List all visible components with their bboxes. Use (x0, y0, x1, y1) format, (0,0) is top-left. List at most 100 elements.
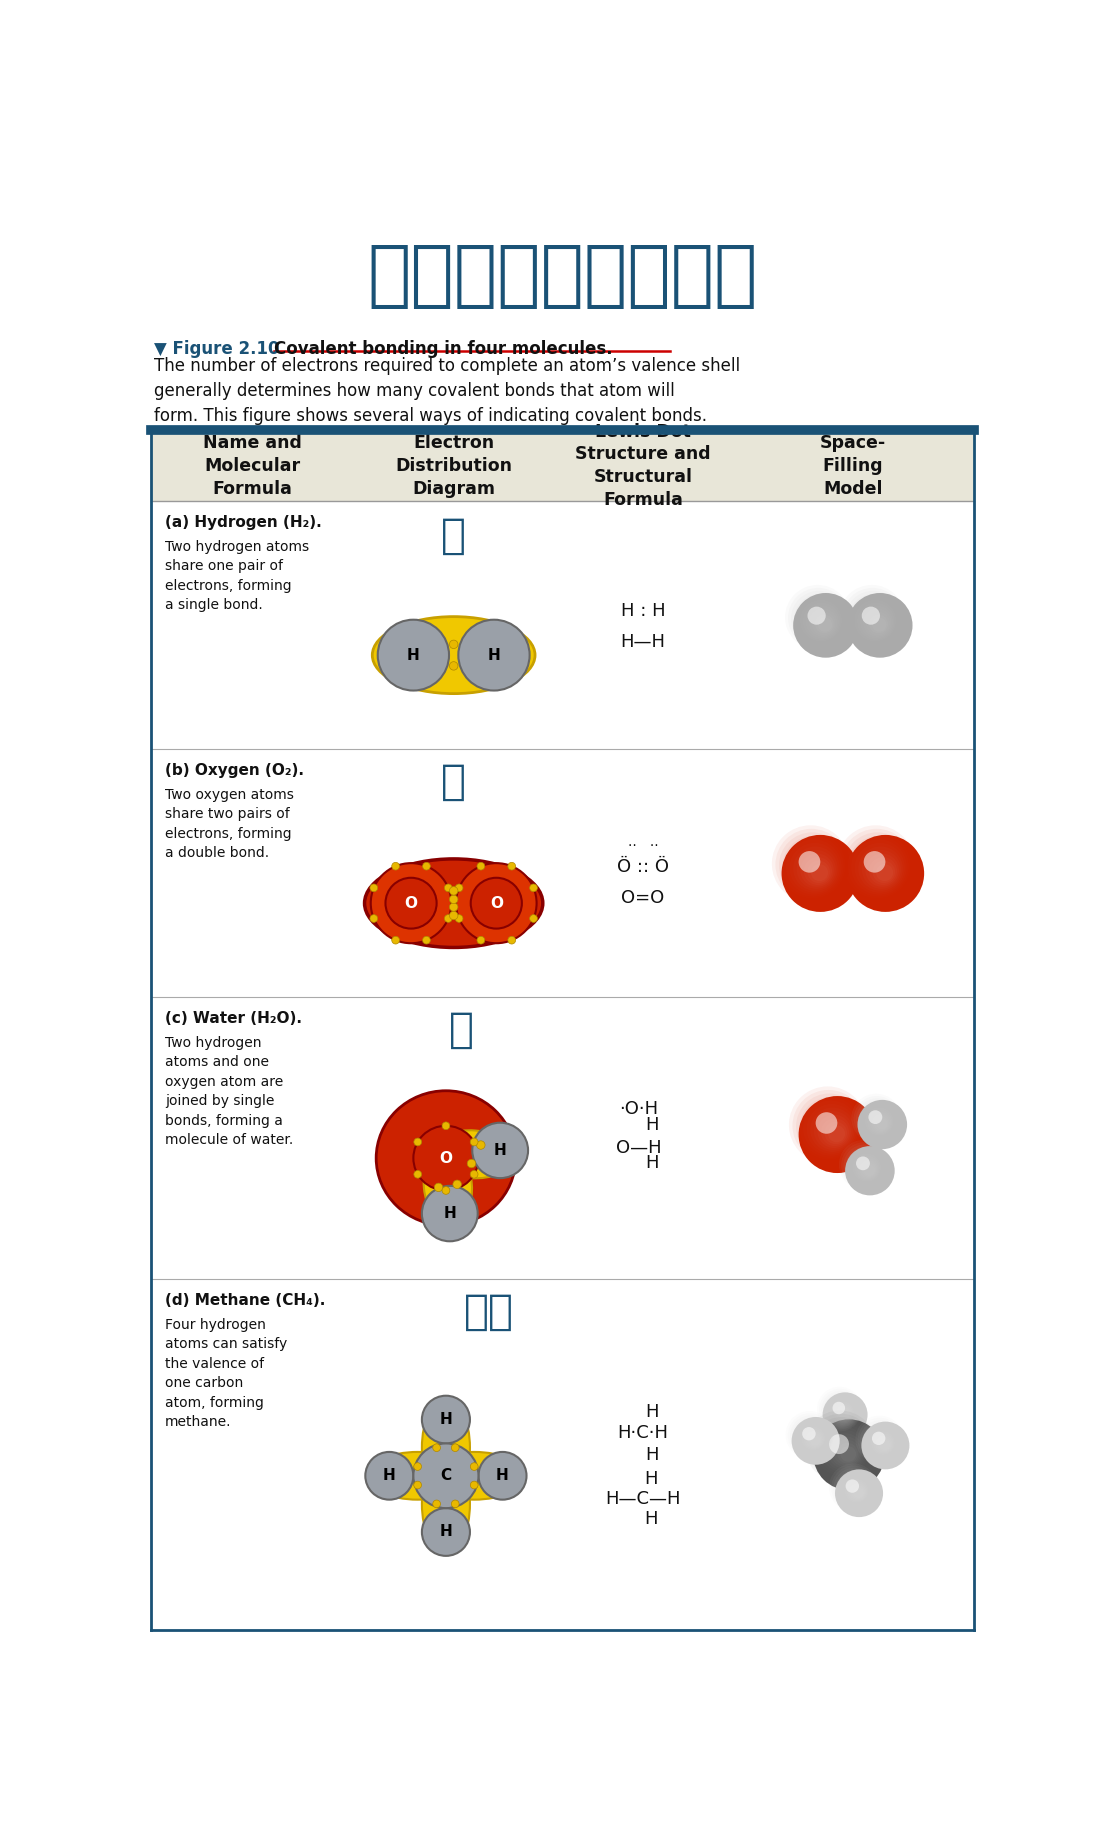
FancyBboxPatch shape (152, 431, 974, 501)
Circle shape (847, 834, 925, 912)
Ellipse shape (422, 1453, 470, 1555)
Circle shape (855, 1155, 879, 1181)
Circle shape (845, 1479, 859, 1492)
Circle shape (793, 593, 859, 658)
Circle shape (860, 1160, 877, 1179)
Ellipse shape (372, 617, 535, 694)
Text: 水: 水 (449, 1009, 474, 1052)
Circle shape (795, 1420, 829, 1453)
Circle shape (836, 1405, 852, 1422)
Circle shape (793, 1090, 864, 1162)
Circle shape (442, 1186, 450, 1194)
Circle shape (471, 879, 522, 928)
Circle shape (867, 1109, 893, 1135)
Circle shape (820, 1428, 866, 1472)
Circle shape (793, 1418, 830, 1455)
Circle shape (792, 1416, 840, 1464)
Text: Covalent bonding in four molecules.: Covalent bonding in four molecules. (274, 341, 613, 359)
Circle shape (870, 615, 888, 634)
Circle shape (366, 1451, 413, 1499)
Circle shape (840, 1446, 856, 1463)
Circle shape (864, 851, 885, 873)
Circle shape (861, 1103, 896, 1138)
Circle shape (875, 1435, 893, 1453)
Text: O: O (439, 1151, 452, 1166)
Text: H—C—H: H—C—H (605, 1490, 681, 1509)
Circle shape (824, 1429, 865, 1470)
Circle shape (822, 1393, 867, 1437)
Circle shape (858, 1418, 903, 1463)
Circle shape (371, 864, 451, 943)
Circle shape (468, 1159, 475, 1168)
Ellipse shape (367, 1451, 468, 1499)
Circle shape (806, 606, 839, 639)
Circle shape (414, 1170, 422, 1179)
Circle shape (872, 1114, 889, 1133)
Circle shape (871, 1431, 895, 1455)
Circle shape (452, 1181, 461, 1188)
Text: Ö :: Ö: Ö :: Ö (617, 858, 669, 877)
Circle shape (807, 860, 830, 882)
Circle shape (848, 593, 912, 658)
Circle shape (811, 864, 828, 880)
Circle shape (840, 829, 912, 901)
Text: H—H: H—H (620, 634, 665, 652)
Circle shape (800, 600, 842, 641)
Text: (d) Methane (CH₄).: (d) Methane (CH₄). (165, 1293, 325, 1308)
Circle shape (414, 1138, 422, 1146)
Circle shape (794, 593, 845, 645)
Circle shape (842, 1477, 870, 1503)
Text: ··   ··: ·· ·· (628, 840, 659, 853)
Text: H: H (488, 648, 501, 663)
Circle shape (845, 1148, 885, 1186)
Circle shape (433, 1444, 440, 1451)
Text: 氢: 氢 (441, 516, 467, 556)
Circle shape (422, 1396, 470, 1444)
Text: H: H (646, 1446, 659, 1464)
Circle shape (815, 615, 833, 634)
Circle shape (449, 661, 458, 670)
Circle shape (876, 864, 893, 880)
Circle shape (799, 1424, 827, 1451)
Text: H: H (407, 648, 419, 663)
Circle shape (856, 1157, 870, 1170)
Circle shape (863, 608, 892, 637)
Circle shape (834, 1470, 883, 1518)
Circle shape (804, 857, 832, 884)
Circle shape (479, 1451, 527, 1499)
Circle shape (422, 1509, 470, 1556)
Circle shape (859, 1100, 897, 1140)
Circle shape (508, 936, 516, 945)
Text: H: H (496, 1468, 508, 1483)
Circle shape (803, 1100, 859, 1155)
Text: (a) Hydrogen (H₂).: (a) Hydrogen (H₂). (165, 516, 322, 530)
Circle shape (829, 1463, 877, 1510)
Circle shape (449, 886, 458, 895)
Ellipse shape (424, 1148, 472, 1225)
Text: H: H (646, 1404, 659, 1422)
Circle shape (821, 1118, 849, 1146)
Circle shape (791, 1415, 831, 1457)
Circle shape (456, 915, 463, 923)
Circle shape (449, 903, 458, 912)
Text: ▼ Figure 2.10: ▼ Figure 2.10 (155, 341, 280, 359)
Circle shape (842, 588, 903, 648)
Circle shape (815, 1420, 871, 1475)
Circle shape (854, 600, 896, 641)
Circle shape (827, 1396, 856, 1426)
Circle shape (862, 849, 900, 890)
Circle shape (775, 829, 848, 901)
Text: O: O (490, 895, 503, 910)
Circle shape (791, 591, 847, 647)
Text: Electron
Distribution
Diagram: Electron Distribution Diagram (395, 435, 512, 497)
Circle shape (841, 1142, 887, 1188)
Circle shape (808, 1433, 821, 1446)
Circle shape (852, 1153, 881, 1183)
Text: H: H (439, 1413, 452, 1428)
Circle shape (858, 1100, 907, 1149)
Text: H: H (646, 1116, 659, 1133)
Text: H: H (643, 1510, 658, 1529)
Circle shape (872, 617, 886, 632)
Circle shape (814, 1420, 885, 1490)
Circle shape (814, 1111, 853, 1149)
